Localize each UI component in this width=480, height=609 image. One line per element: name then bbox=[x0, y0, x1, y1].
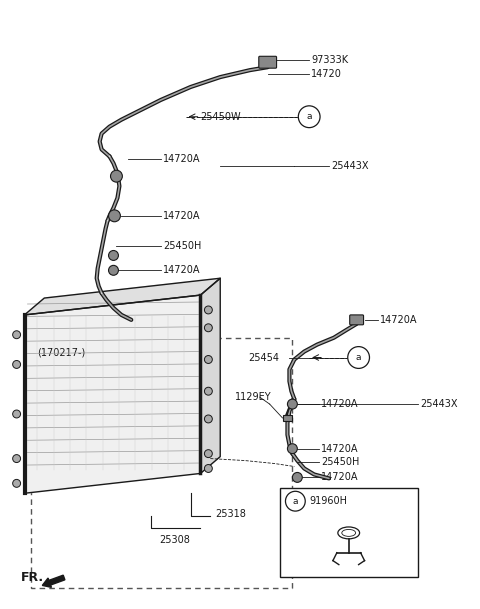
Circle shape bbox=[12, 331, 21, 339]
Text: 14720A: 14720A bbox=[321, 399, 359, 409]
Text: 25443X: 25443X bbox=[420, 399, 457, 409]
FancyBboxPatch shape bbox=[259, 56, 276, 68]
Circle shape bbox=[12, 361, 21, 368]
Text: 14720A: 14720A bbox=[163, 211, 201, 221]
Text: 91960H: 91960H bbox=[309, 496, 347, 506]
Bar bbox=[31, 337, 292, 588]
Text: 1129EY: 1129EY bbox=[235, 392, 272, 402]
Circle shape bbox=[110, 171, 122, 182]
FancyBboxPatch shape bbox=[350, 315, 363, 325]
Circle shape bbox=[204, 324, 212, 332]
Circle shape bbox=[288, 444, 297, 454]
Circle shape bbox=[288, 399, 297, 409]
Text: 25443X: 25443X bbox=[331, 161, 369, 171]
Circle shape bbox=[204, 387, 212, 395]
Text: 25318: 25318 bbox=[216, 509, 246, 519]
Circle shape bbox=[292, 473, 302, 482]
Text: 14720A: 14720A bbox=[321, 473, 359, 482]
Text: (170217-): (170217-) bbox=[37, 348, 85, 357]
Circle shape bbox=[204, 356, 212, 364]
Circle shape bbox=[12, 410, 21, 418]
Text: 14720: 14720 bbox=[311, 69, 342, 79]
Text: FR.: FR. bbox=[21, 571, 44, 584]
Circle shape bbox=[298, 106, 320, 128]
Text: 97333K: 97333K bbox=[311, 55, 348, 65]
Circle shape bbox=[204, 465, 212, 473]
Polygon shape bbox=[24, 295, 201, 493]
Circle shape bbox=[108, 266, 119, 275]
Circle shape bbox=[108, 250, 119, 261]
FancyBboxPatch shape bbox=[283, 415, 292, 421]
Circle shape bbox=[204, 306, 212, 314]
Circle shape bbox=[286, 491, 305, 511]
Text: 14720A: 14720A bbox=[321, 444, 359, 454]
FancyArrow shape bbox=[42, 575, 65, 587]
Circle shape bbox=[12, 479, 21, 487]
Text: a: a bbox=[306, 112, 312, 121]
Circle shape bbox=[12, 454, 21, 463]
Text: 14720A: 14720A bbox=[163, 154, 201, 164]
Text: 14720A: 14720A bbox=[163, 266, 201, 275]
Text: a: a bbox=[293, 497, 298, 505]
Polygon shape bbox=[24, 278, 220, 315]
Polygon shape bbox=[201, 278, 220, 473]
Text: 25450H: 25450H bbox=[321, 457, 360, 466]
Text: 25450W: 25450W bbox=[201, 111, 241, 122]
FancyBboxPatch shape bbox=[279, 488, 418, 577]
Circle shape bbox=[204, 449, 212, 457]
Text: a: a bbox=[356, 353, 361, 362]
Text: 25454: 25454 bbox=[248, 353, 279, 362]
Circle shape bbox=[204, 415, 212, 423]
Text: 25308: 25308 bbox=[159, 535, 190, 545]
Circle shape bbox=[348, 347, 370, 368]
Text: 14720A: 14720A bbox=[380, 315, 418, 325]
Circle shape bbox=[108, 210, 120, 222]
Text: 25450H: 25450H bbox=[163, 241, 201, 250]
